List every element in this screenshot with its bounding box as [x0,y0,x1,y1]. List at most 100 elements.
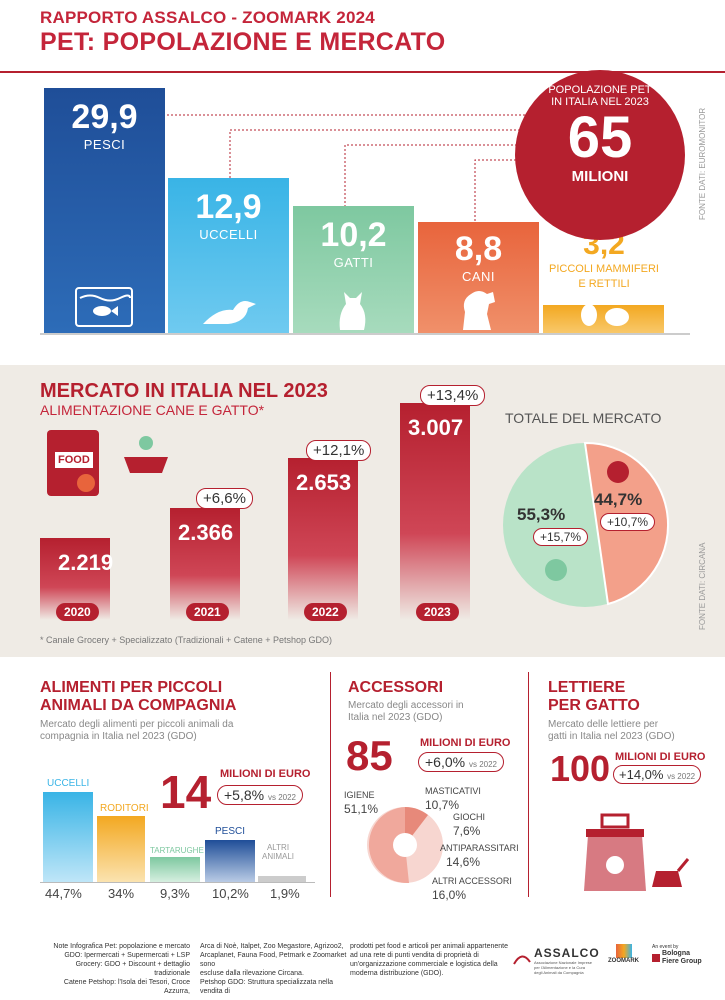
acc-label-altri: ALTRI ACCESSORI [432,876,512,886]
accessories-subtitle: Mercato degli accessori in Italia nel 20… [348,700,464,723]
cat-icon [545,559,567,581]
acc-label-masticativi: MASTICATIVI [425,786,481,796]
bologna-logo: An event by Bologna Fiere Group [652,944,702,966]
small-animals-title: ALIMENTI PER PICCOLI ANIMALI DA COMPAGNI… [40,679,237,714]
accessories-change: +6,0% [425,754,466,770]
pie-cat-pct: 55,3% [517,505,566,524]
cat-bar-uccelli [43,792,93,882]
change-2022: +12,1% [306,440,372,461]
cat-bar-pesci [205,840,255,882]
cat-label-roditori: RODITORI [100,803,149,814]
acc-label-antiparassitari: ANTIPARASSITARI [440,843,519,853]
pie-dog-change: +10,7% [600,513,656,531]
acc-label-igiene: IGIENE [344,790,375,800]
market-footnote: * Canale Grocery + Specializzato (Tradiz… [40,635,333,645]
accessories-pie [367,807,443,884]
litter-change: +14,0% [619,767,664,782]
bar-gatti: 10,2 GATTI [293,206,414,333]
acc-pct-masticativi: 10,7% [425,798,460,812]
cat-pct-tartarughe: 9,3% [160,886,190,901]
market-bar-2021 [170,508,240,620]
litter-change-box: +14,0% vs 2022 [613,765,702,784]
assalco-name: ASSALCO [534,946,600,960]
cat-pct-altri: 1,9% [270,886,300,901]
cat-pct-roditori: 34% [108,886,135,901]
bar-label: CANI [461,269,496,284]
food-bag-icon: FOOD [47,430,99,496]
bar-piccoli [543,304,664,333]
small-animals-icon [581,304,629,326]
year-2022: 2022 [304,603,347,621]
assalco-logo: ASSALCO Associazione Nazionale Imprese p… [512,946,600,975]
litter-change-ref: vs 2022 [667,772,696,781]
market-value-2020: 2.219 [58,550,114,575]
source-circana: FONTE DATI: CIRCANA [698,542,707,630]
bar-label: UCCELLI [199,227,258,242]
litter-title: LETTIERE PER GATTO [548,679,640,714]
cat-bar-altri [258,876,306,882]
change-2023: +13,4% [420,385,486,406]
bologna-name: Bologna Fiere Group [662,950,702,965]
bar-value: 29,9 [71,98,138,136]
acc-pct-altri: 16,0% [432,888,467,902]
bowl-icon [124,436,168,473]
market-title: MERCATO IN ITALIA NEL 2023 [40,380,328,402]
cat-label-altri: ALTRI ANIMALI [262,843,295,861]
year-2021: 2021 [186,603,229,621]
notes-col1: Note Infografica Pet: popolazione e merc… [53,943,190,995]
zoomark-mark-icon [615,944,632,958]
accessories-value: 85 [346,732,393,779]
litter-value: 100 [550,748,611,789]
market-value-2023: 3.007 [408,415,464,440]
accessories-change-ref: vs 2022 [468,760,498,769]
source-euromonitor: FONTE DATI: EUROMONITOR [698,107,707,220]
cat-label-tartarughe: TARTARUGHE [150,846,204,855]
pie-cat-change: +15,7% [533,528,589,546]
cat-label-uccelli: UCCELLI [47,778,90,789]
bar-label: PESCI [83,137,126,152]
small-animals-baseline [40,882,315,883]
cat-bar-tartarughe [150,857,200,882]
market-subtitle: ALIMENTAZIONE CANE E GATTO* [40,402,265,418]
column-divider [330,672,331,897]
assalco-sub: Associazione Nazionale Imprese per l'Ali… [534,960,593,975]
cat-icon [339,292,366,330]
notes-col2: Arca di Noè, Italpet, Zoo Megastore, Agr… [200,943,347,995]
total-unit: MILIONI [571,168,629,185]
market-bar-2023 [400,403,470,620]
zoomark-name: ZOOMARK [608,958,639,964]
baseline [40,333,690,335]
accessories-change-box: +6,0% vs 2022 [418,752,505,772]
notes-col3: prodotti pet food e articoli per animali… [350,943,508,977]
market-value-2022: 2.653 [296,470,352,495]
paw-icon [77,474,95,492]
pie-slice-igiene [368,807,409,884]
bar-uccelli: 12,9 UCCELLI [168,178,289,333]
litter-bag-icon [584,813,690,891]
bird-icon [203,301,256,324]
assalco-mark-icon [513,955,531,965]
acc-pct-igiene: 51,1% [344,802,379,816]
market-value-2021: 2.366 [178,520,234,545]
bar-label: PICCOLI MAMMIFERI E RETTILI [548,263,659,290]
year-2020: 2020 [56,603,99,621]
bar-value: 12,9 [195,188,262,226]
cat-pct-uccelli: 44,7% [45,886,82,901]
bar-value: 8,8 [454,230,503,268]
change-2021: +6,6% [196,488,253,509]
market-section: MERCATO IN ITALIA NEL 2023 ALIMENTAZIONE… [0,365,725,657]
dog-icon [607,461,629,483]
litter-subtitle: Mercato delle lettiere per gatti in Ital… [548,719,675,742]
pie-dog-pct: 44,7% [594,490,643,509]
total-population-circle: POPOLAZIONE PET IN ITALIA NEL 2023 65 MI… [515,70,685,240]
small-animals-value: 14 [160,766,212,818]
acc-pct-giochi: 7,6% [453,824,481,838]
small-animals-change-box: +5,8% vs 2022 [217,785,304,805]
accessories-title: ACCESSORI [348,679,444,696]
market-bar-2022 [288,458,358,620]
litter-unit: MILIONI DI EURO [615,751,706,763]
small-animals-change-ref: vs 2022 [267,793,297,802]
header-divider [0,71,725,73]
food-label: FOOD [55,452,93,468]
zoomark-logo: ZOOMARK [608,944,639,964]
